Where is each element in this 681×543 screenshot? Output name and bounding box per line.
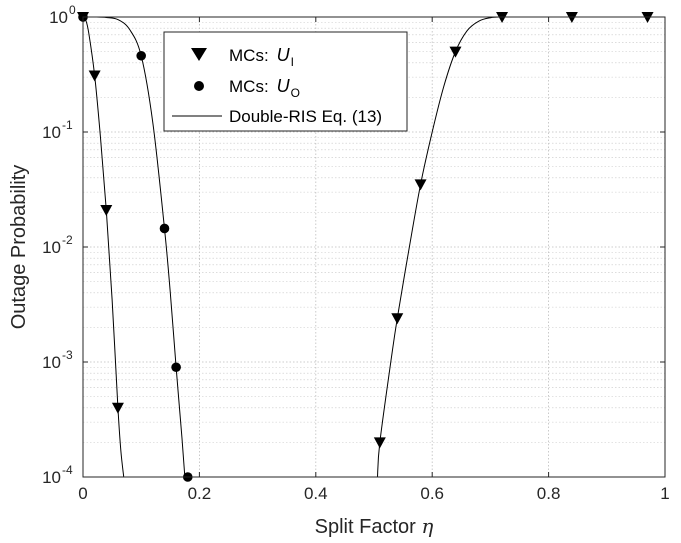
legend-label-uo: MCs: bbox=[229, 77, 269, 96]
x-axis-title: Split Factor η bbox=[315, 514, 434, 538]
legend-label-ui: MCs: bbox=[229, 46, 269, 65]
y-tick-label: 10 bbox=[42, 468, 61, 487]
mc-markers bbox=[77, 12, 654, 482]
triangle-marker bbox=[100, 204, 113, 216]
x-tick-label: 0.4 bbox=[304, 484, 328, 503]
y-tick-exponent: -3 bbox=[62, 348, 73, 362]
theory-curve bbox=[82, 16, 125, 478]
x-tick-label: 0.6 bbox=[420, 484, 444, 503]
triangle-marker bbox=[391, 313, 404, 325]
legend-entry-theory: Double-RIS Eq. (13) bbox=[172, 107, 382, 126]
circle-marker bbox=[136, 50, 146, 61]
triangle-marker bbox=[88, 70, 101, 82]
circle-marker bbox=[159, 223, 170, 234]
triangle-marker bbox=[111, 402, 124, 414]
legend-label-theory: Double-RIS Eq. (13) bbox=[229, 107, 382, 126]
legend-entry-ui: MCs: UI bbox=[191, 45, 294, 69]
x-tick-label: 1 bbox=[660, 484, 669, 503]
legend-entry-uo: MCs: UO bbox=[194, 76, 300, 100]
legend-subscript-uo: O bbox=[291, 86, 300, 100]
legend-symbol-ui: U bbox=[277, 45, 291, 65]
svg-text:MCs:UO: MCs: UO bbox=[229, 76, 300, 100]
y-tick-exponent: -2 bbox=[62, 233, 73, 247]
legend-symbol-uo: U bbox=[277, 76, 291, 96]
y-tick-label: 10 bbox=[42, 353, 61, 372]
legend-triangle-marker bbox=[191, 48, 207, 61]
triangle-marker bbox=[449, 46, 462, 58]
triangle-marker bbox=[414, 179, 427, 191]
x-tick-label: 0 bbox=[78, 484, 87, 503]
x-tick-label: 0.2 bbox=[188, 484, 212, 503]
svg-text:MCs:UI: MCs: UI bbox=[229, 45, 294, 69]
x-axis-ticks: 0 0.2 0.4 0.6 0.8 1 bbox=[78, 17, 670, 503]
y-tick-exponent: 0 bbox=[69, 3, 76, 17]
y-tick-label: 10 bbox=[49, 8, 68, 27]
triangle-marker bbox=[373, 437, 386, 449]
legend-subscript-ui: I bbox=[291, 55, 294, 69]
y-tick-exponent: -4 bbox=[62, 463, 73, 477]
circle-marker bbox=[171, 362, 181, 373]
y-axis-title: Outage Probability bbox=[8, 165, 30, 330]
y-tick-label: 10 bbox=[42, 123, 61, 142]
legend: MCs: UI MCs: UO Double-RIS Eq. (13) bbox=[163, 31, 408, 132]
legend-circle-marker bbox=[194, 81, 204, 91]
y-tick-label: 10 bbox=[42, 238, 61, 257]
y-tick-exponent: -1 bbox=[62, 118, 73, 132]
x-tick-label: 0.8 bbox=[537, 484, 561, 503]
